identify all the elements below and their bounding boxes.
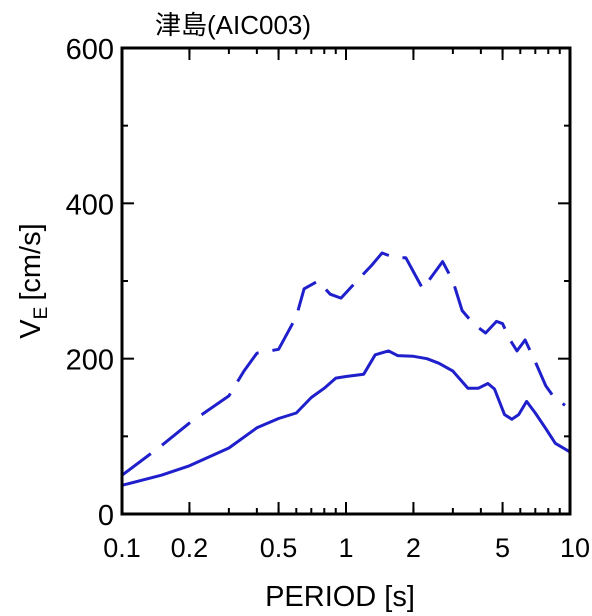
x-tick-label: 10: [560, 533, 590, 563]
y-axis-label: VE [cm/s]: [15, 223, 52, 338]
x-tick-label: 5: [495, 533, 510, 563]
x-tick-label: 0.5: [260, 533, 298, 563]
x-tick-label: 0.1: [103, 533, 141, 563]
y-tick-label: 0: [98, 500, 114, 532]
x-tick-label: 1: [338, 533, 353, 563]
y-axis-label-unit: [cm/s]: [15, 223, 47, 300]
y-axis-label-main: V: [15, 319, 47, 339]
x-axis-label: PERIOD [s]: [265, 581, 415, 613]
y-tick-label: 400: [66, 189, 114, 221]
series-layer: [121, 251, 571, 487]
series-line-solid: [121, 349, 571, 487]
y-tick-label: 200: [66, 345, 114, 377]
chart-title: 津島(AIC003): [155, 10, 311, 40]
ticks-layer: 0.1 0.2 0.5 1 2 5 10 0 200 400 600: [66, 34, 590, 563]
series-line-dashed: [121, 251, 566, 477]
x-tick-label: 0.2: [171, 533, 209, 563]
y-tick-label: 600: [66, 34, 114, 66]
x-tick-label: 2: [406, 533, 421, 563]
y-axis-label-sub: E: [31, 307, 52, 320]
